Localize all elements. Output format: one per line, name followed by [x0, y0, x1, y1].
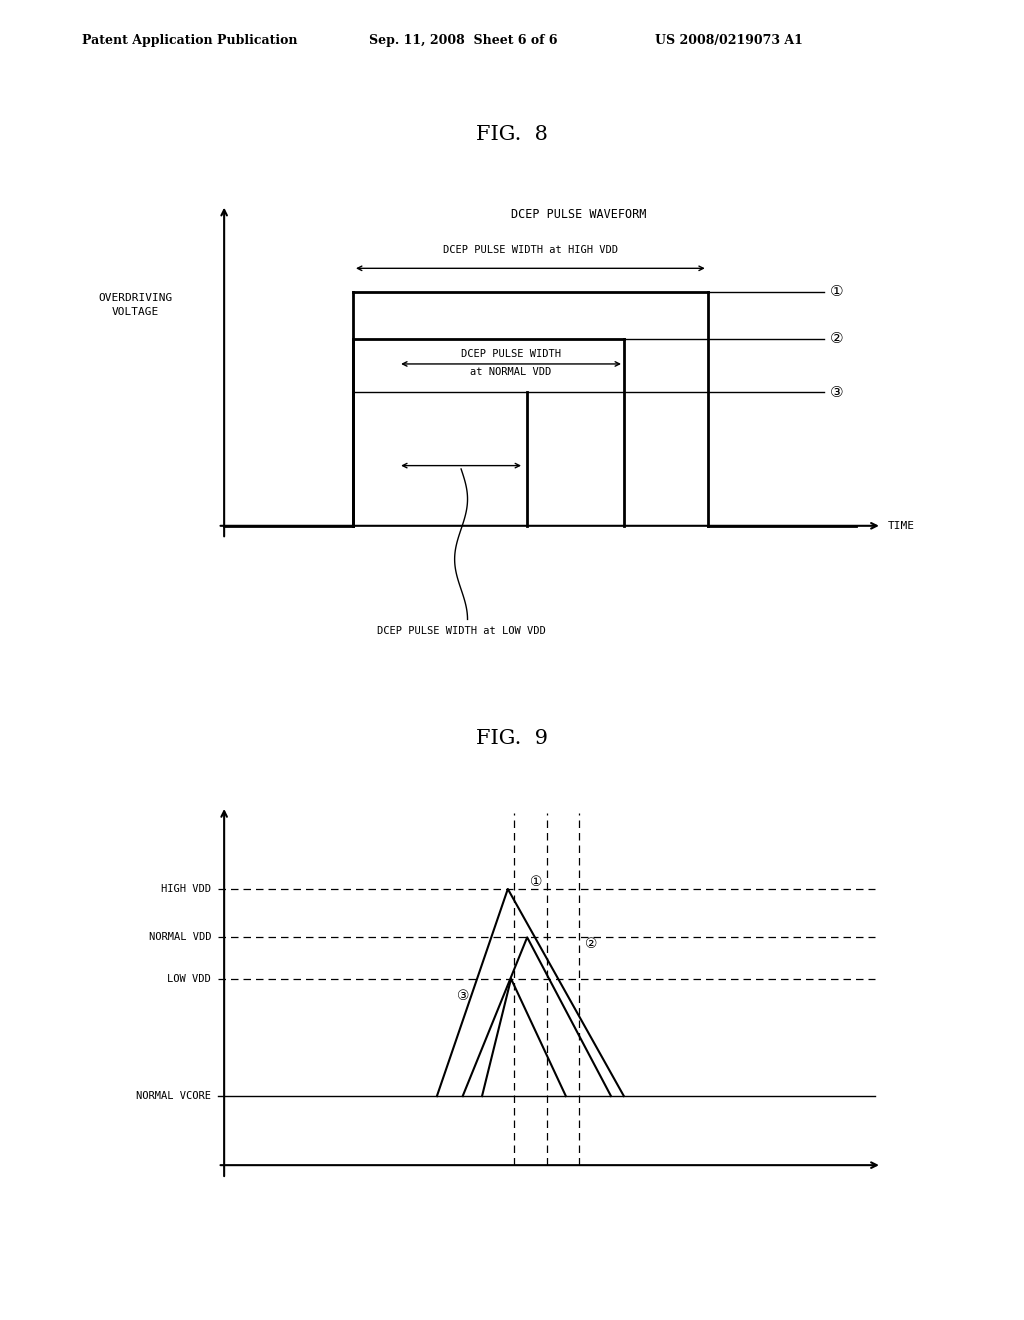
Text: FIG.  8: FIG. 8 — [476, 125, 548, 144]
Text: HIGH VDD: HIGH VDD — [161, 884, 211, 894]
Text: ③: ③ — [830, 384, 844, 400]
Text: NORMAL VCORE: NORMAL VCORE — [136, 1092, 211, 1101]
Text: ②: ② — [585, 937, 598, 952]
Text: US 2008/0219073 A1: US 2008/0219073 A1 — [655, 34, 803, 48]
Text: ②: ② — [830, 331, 844, 346]
Text: ①: ① — [830, 284, 844, 300]
Text: Sep. 11, 2008  Sheet 6 of 6: Sep. 11, 2008 Sheet 6 of 6 — [369, 34, 557, 48]
Text: DCEP PULSE WIDTH at LOW VDD: DCEP PULSE WIDTH at LOW VDD — [377, 626, 546, 636]
Text: FIG.  9: FIG. 9 — [476, 729, 548, 747]
Text: TIME: TIME — [888, 521, 915, 531]
Text: at NORMAL VDD: at NORMAL VDD — [470, 367, 552, 378]
Text: OVERDRIVING
VOLTAGE: OVERDRIVING VOLTAGE — [98, 293, 173, 317]
Text: DCEP PULSE WIDTH at HIGH VDD: DCEP PULSE WIDTH at HIGH VDD — [443, 246, 617, 255]
Text: DCEP PULSE WAVEFORM: DCEP PULSE WAVEFORM — [511, 209, 646, 222]
Text: NORMAL VDD: NORMAL VDD — [148, 932, 211, 942]
Text: Patent Application Publication: Patent Application Publication — [82, 34, 297, 48]
Text: ①: ① — [530, 875, 543, 890]
Text: ③: ③ — [457, 989, 469, 1003]
Text: LOW VDD: LOW VDD — [168, 974, 211, 983]
Text: DCEP PULSE WIDTH: DCEP PULSE WIDTH — [461, 348, 561, 359]
